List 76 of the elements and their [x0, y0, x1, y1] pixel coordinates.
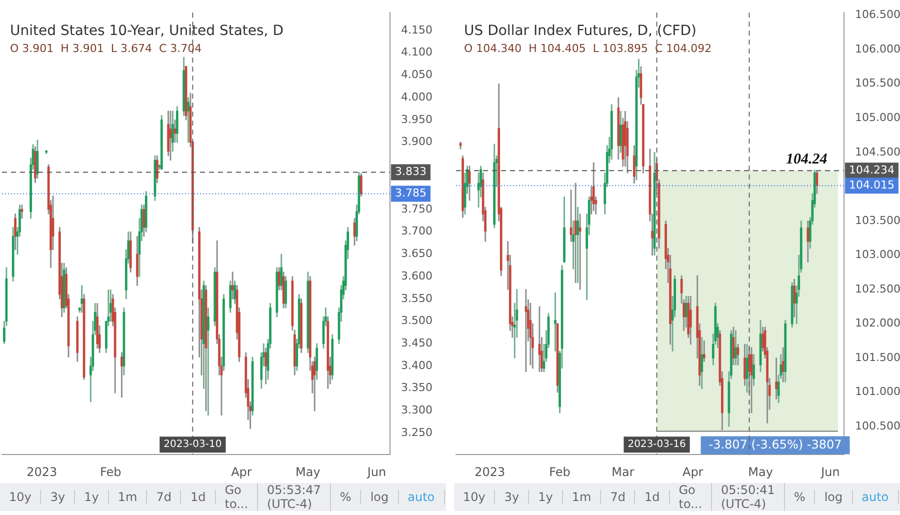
text: log [815, 490, 853, 504]
band-label: -3.807 (-3.65%) -3807 [708, 437, 842, 452]
y-tick-label: 3.950 [401, 112, 432, 126]
text: % [330, 490, 362, 504]
y-tick-label: 101.500 [855, 350, 900, 364]
text: 10y [0, 490, 42, 504]
y-tick-label: 3.550 [401, 292, 432, 305]
text: % [784, 490, 816, 504]
y-tick-label: 102.500 [855, 282, 900, 296]
ref-line-label: 2023-03-16 [628, 439, 686, 450]
y-tick-label: 3.300 [401, 404, 432, 417]
text: 7d [147, 490, 182, 504]
ref-line-label: 104.015 [849, 178, 894, 192]
y-tick-label: 3.700 [401, 224, 432, 238]
candlestick [554, 292, 556, 352]
ref-line-label: 3.785 [395, 186, 426, 200]
text: US Dollar Index Futures, D, (CFD) [464, 23, 696, 40]
text: 05:50:41 (UTC-4) [712, 483, 785, 511]
x-tick-label: Feb [549, 464, 570, 479]
y-tick-label: 3.400 [401, 358, 432, 372]
text: O 104.340 H 104.405 L 103.895 C 104.092 [464, 42, 712, 55]
text: 1m [562, 490, 602, 504]
y-tick-label: 3.450 [401, 336, 432, 350]
text: auto [398, 490, 445, 504]
x-tick-label: Mar [612, 464, 634, 479]
ref-line-label: 3.833 [395, 165, 426, 178]
text: 1y [75, 490, 109, 504]
text: 3y [41, 490, 76, 504]
x-tick-label: Jun [366, 464, 386, 479]
text: Go to... [670, 483, 712, 511]
text: 7d [601, 490, 636, 504]
text: 05:53:47 (UTC-4) [258, 483, 331, 511]
y-tick-label: 3.750 [401, 202, 432, 216]
y-tick-label: 106.500 [855, 8, 900, 22]
text: 1m [108, 490, 148, 504]
ref-line-label: 104.234 [849, 163, 894, 176]
x-tick-label: 2023 [26, 464, 58, 479]
x-tick-label: 2023 [474, 464, 506, 479]
y-tick-label: 100.500 [855, 419, 900, 432]
y-tick-label: 103.000 [855, 248, 900, 262]
y-tick-label: 4.150 [401, 23, 432, 36]
x-tick-label: May [296, 464, 320, 479]
y-tick-label: 104.500 [855, 145, 900, 158]
y-tick-label: 105.500 [855, 76, 900, 90]
y-tick-label: 4.000 [401, 90, 432, 104]
y-tick-label: 3.500 [401, 314, 432, 328]
y-tick-label: 3.650 [401, 247, 432, 260]
annotation: 104.24 [786, 152, 828, 168]
text: 1d [635, 490, 670, 504]
y-tick-label: 3.900 [401, 135, 432, 148]
text: O 3.901 H 3.901 L 3.674 C 3.704 [10, 42, 202, 55]
y-tick-label: 106.000 [855, 42, 900, 56]
x-tick-label: Jun [820, 464, 840, 479]
x-tick-label: Feb [100, 464, 122, 479]
text: auto [852, 490, 899, 504]
x-tick-label: Apr [682, 464, 704, 479]
text: Go to... [216, 483, 258, 511]
text: 3y [495, 490, 530, 504]
text: 1d [181, 490, 216, 504]
text: United States 10-Year, United States, D [10, 23, 284, 40]
candlestick [578, 214, 582, 290]
y-tick-label: 101.000 [855, 385, 900, 398]
y-tick-label: 4.050 [401, 68, 432, 82]
y-tick-label: 3.350 [401, 381, 432, 394]
x-tick-label: May [748, 464, 773, 479]
text: log [361, 490, 399, 504]
y-tick-label: 102.000 [855, 316, 900, 330]
y-tick-label: 3.250 [401, 426, 432, 439]
x-tick-label: Apr [231, 464, 252, 479]
y-tick-label: 3.600 [401, 269, 432, 282]
text: 10y [454, 490, 496, 504]
y-tick-label: 103.500 [855, 214, 900, 227]
ref-line-label: 2023-03-10 [164, 439, 222, 450]
text: 1y [529, 490, 563, 504]
y-tick-label: 105.000 [855, 110, 900, 124]
y-tick-label: 4.100 [401, 46, 432, 59]
